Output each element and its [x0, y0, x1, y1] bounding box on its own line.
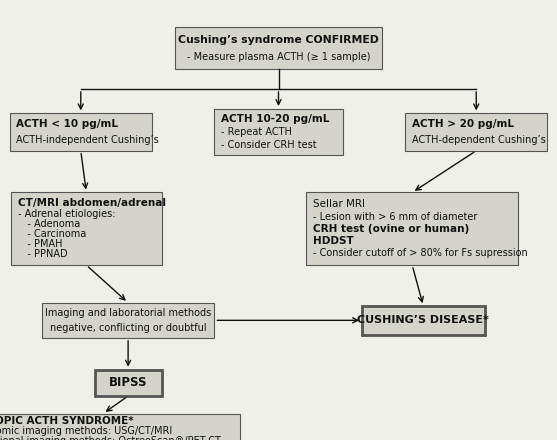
FancyBboxPatch shape: [0, 414, 240, 440]
Text: Cushing’s syndrome CONFIRMED: Cushing’s syndrome CONFIRMED: [178, 35, 379, 44]
Text: - Adrenal etiologies:: - Adrenal etiologies:: [18, 209, 115, 219]
FancyBboxPatch shape: [11, 193, 162, 265]
Text: ACTH-dependent Cushing’s: ACTH-dependent Cushing’s: [412, 135, 546, 145]
Text: HDDST: HDDST: [313, 236, 354, 246]
FancyBboxPatch shape: [214, 109, 343, 155]
Text: ACTH-independent Cushing’s: ACTH-independent Cushing’s: [16, 135, 159, 145]
FancyBboxPatch shape: [95, 370, 162, 396]
FancyBboxPatch shape: [42, 303, 214, 338]
Text: ECTOPIC ACTH SYNDROME*: ECTOPIC ACTH SYNDROME*: [0, 416, 134, 426]
Text: CT/MRI abdomen/adrenal: CT/MRI abdomen/adrenal: [18, 198, 166, 209]
Text: Functional imaging methods: OctreoScan®/PET-CT: Functional imaging methods: OctreoScan®/…: [0, 436, 221, 440]
Text: - Consider CRH test: - Consider CRH test: [221, 140, 317, 150]
Text: - Adenoma: - Adenoma: [18, 219, 80, 229]
Text: BIPSS: BIPSS: [109, 376, 148, 389]
Text: - Consider cutoff of > 80% for Fs supression: - Consider cutoff of > 80% for Fs supres…: [313, 248, 528, 258]
FancyBboxPatch shape: [175, 27, 382, 69]
FancyBboxPatch shape: [306, 193, 518, 265]
Text: - Lesion with > 6 mm of diameter: - Lesion with > 6 mm of diameter: [313, 212, 477, 222]
Text: Sellar MRI: Sellar MRI: [313, 199, 365, 209]
FancyBboxPatch shape: [405, 114, 548, 150]
Text: CUSHING’S DISEASE*: CUSHING’S DISEASE*: [358, 315, 489, 325]
Text: ACTH > 20 pg/mL: ACTH > 20 pg/mL: [412, 119, 514, 129]
Text: - Carcinoma: - Carcinoma: [18, 229, 86, 239]
Text: ACTH 10-20 pg/mL: ACTH 10-20 pg/mL: [221, 114, 330, 124]
Text: - PMAH: - PMAH: [18, 239, 62, 249]
Text: - Measure plasma ACTH (≥ 1 sample): - Measure plasma ACTH (≥ 1 sample): [187, 52, 370, 62]
FancyBboxPatch shape: [9, 114, 152, 150]
Text: - Repeat ACTH: - Repeat ACTH: [221, 127, 292, 137]
FancyBboxPatch shape: [362, 306, 485, 334]
Text: Imaging and laboratorial methods: Imaging and laboratorial methods: [45, 308, 211, 318]
Text: negative, conflicting or doubtful: negative, conflicting or doubtful: [50, 323, 207, 333]
Text: ACTH < 10 pg/mL: ACTH < 10 pg/mL: [16, 119, 119, 129]
Text: - PPNAD: - PPNAD: [18, 249, 67, 259]
Text: Anatomic imaging methods: USG/CT/MRI: Anatomic imaging methods: USG/CT/MRI: [0, 426, 173, 436]
Text: CRH test (ovine or human): CRH test (ovine or human): [313, 224, 470, 234]
